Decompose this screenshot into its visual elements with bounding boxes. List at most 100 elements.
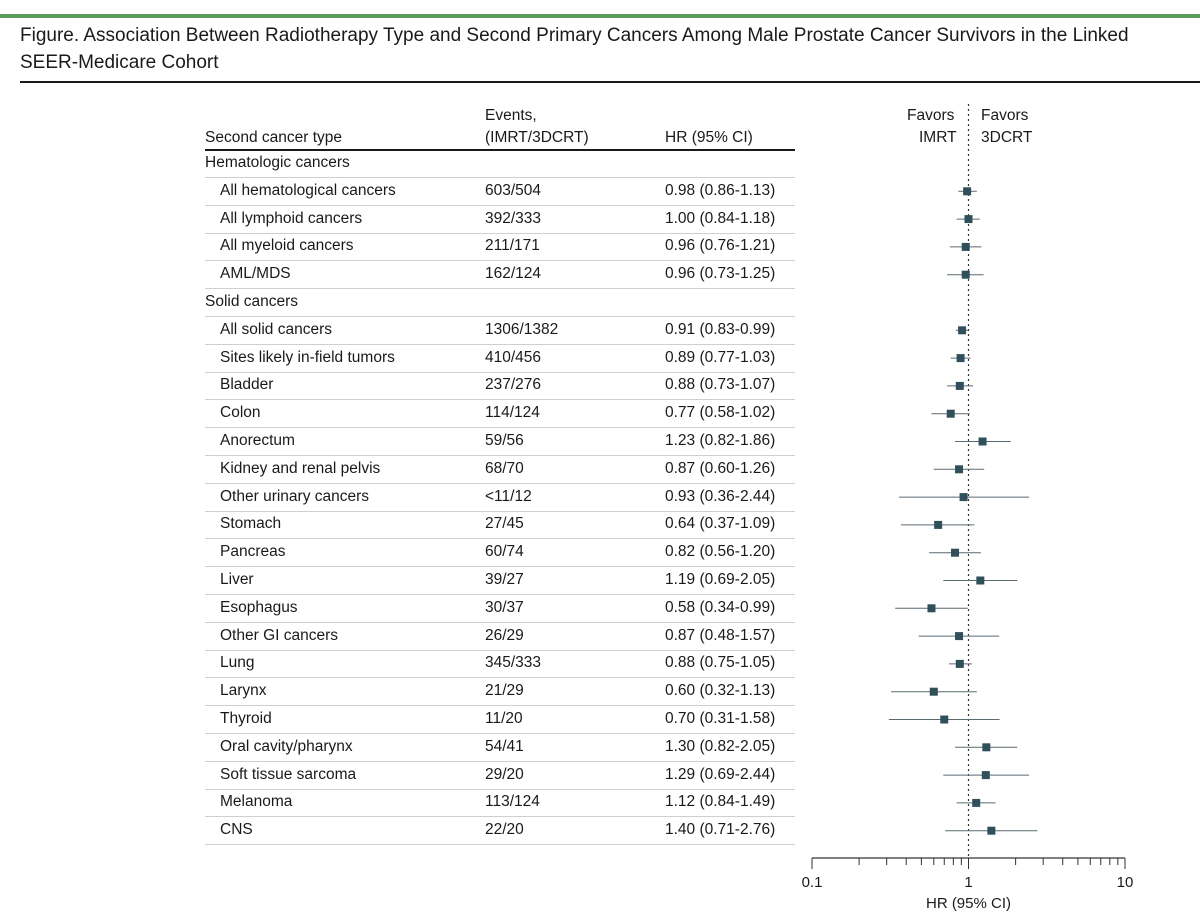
events-cell: 59/56 <box>485 432 524 449</box>
table-row: All lymphoid cancers 392/333 1.00 (0.84-1.… <box>205 206 795 234</box>
x-tick-label: 1 <box>964 874 972 891</box>
x-tick-label: 10 <box>1117 874 1134 891</box>
table-row: CNS 22/20 1.40 (0.71-2.76) <box>205 817 795 846</box>
favors-right-2: 3DCRT <box>981 129 1033 146</box>
hr-marker <box>982 743 991 752</box>
hr-cell: 0.87 (0.60-1.26) <box>665 459 776 477</box>
hr-cell: 0.60 (0.32-1.13) <box>665 682 776 700</box>
table-row: All myeloid cancers 211/171 0.96 (0.76-1.2… <box>205 233 795 262</box>
events-cell: 60/74 <box>485 543 524 561</box>
cancer-type-cell: CNS <box>220 821 253 839</box>
hr-marker <box>955 659 964 668</box>
cancer-type-cell: Kidney and renal pelvis <box>220 459 381 477</box>
table-row: All hematological cancers 603/504 0.98 (0.… <box>205 178 795 206</box>
events-cell: 211/171 <box>485 237 540 255</box>
hr-cell: 0.58 (0.34-0.99) <box>665 598 776 616</box>
table-row: Esophagus 30/37 0.58 (0.34-0.99) <box>205 595 795 623</box>
cancer-type-cell: Larynx <box>220 682 267 700</box>
hr-cell: 0.93 (0.36-2.44) <box>665 487 776 505</box>
col-header-events-1: Events, <box>485 107 537 124</box>
events-cell: 22/20 <box>485 821 524 839</box>
hr-marker <box>955 632 964 641</box>
cancer-type-cell: Esophagus <box>220 598 298 616</box>
hr-marker <box>963 187 972 196</box>
events-cell: 54/41 <box>485 737 524 755</box>
hr-marker <box>987 826 996 835</box>
hr-marker <box>940 715 949 724</box>
header-rule <box>205 149 795 151</box>
cancer-type-cell: All solid cancers <box>220 320 332 338</box>
events-cell: 345/333 <box>485 654 542 672</box>
table-row: Anorectum 59/56 1.23 (0.82-1.86) <box>205 428 795 456</box>
events-cell: 29/20 <box>485 765 524 783</box>
cancer-type-cell: Thyroid <box>220 710 272 727</box>
hr-cell: 0.91 (0.83-0.99) <box>665 320 776 338</box>
cancer-type-cell: Soft tissue sarcoma <box>220 765 357 783</box>
table-row: All solid cancers 1306/1382 0.91 (0.83-0.9… <box>205 317 795 345</box>
table-row: Thyroid 11/20 0.70 (0.31-1.58) <box>205 706 795 734</box>
cancer-type-cell: Oral cavity/pharynx <box>220 737 353 755</box>
title-rule <box>20 81 1200 83</box>
events-cell: 11/20 <box>485 710 523 727</box>
table-row: Stomach 27/45 0.64 (0.37-1.09) <box>205 511 795 540</box>
cancer-type-cell: Other GI cancers <box>220 626 339 644</box>
cancer-type-cell: Melanoma <box>220 793 293 811</box>
cancer-type-cell: All myeloid cancers <box>220 237 354 255</box>
hr-cell: 1.30 (0.82-2.05) <box>665 737 776 755</box>
events-cell: 39/27 <box>485 571 524 588</box>
hr-marker <box>956 354 965 363</box>
col-header-events-2: (IMRT/3DCRT) <box>485 129 589 146</box>
hr-cell: 1.19 (0.69-2.05) <box>665 571 776 588</box>
events-cell: 237/276 <box>485 376 542 394</box>
cancer-type-cell: AML/MDS <box>220 265 291 283</box>
hr-cell: 0.70 (0.31-1.58) <box>665 710 776 727</box>
table-row: Kidney and renal pelvis 68/70 0.87 (0.60-1… <box>205 456 795 484</box>
events-cell: 21/29 <box>485 682 524 700</box>
cancer-type-cell: All hematological cancers <box>220 181 396 199</box>
hr-cell: 0.96 (0.76-1.21) <box>665 237 776 255</box>
favors-left-1: Favors <box>907 107 955 124</box>
hr-cell: 0.64 (0.37-1.09) <box>665 515 776 533</box>
hr-cell: 1.00 (0.84-1.18) <box>665 209 776 227</box>
cancer-type-cell: Liver <box>220 571 254 588</box>
cancer-type-cell: Hematologic cancers <box>205 154 350 171</box>
table-row: Melanoma 113/124 1.12 (0.84-1.49) <box>205 789 795 818</box>
col-header-hr: HR (95% CI) <box>665 129 753 146</box>
hr-cell: 0.88 (0.73-1.07) <box>665 376 776 394</box>
hr-marker <box>972 798 981 807</box>
table-row: Colon 114/124 0.77 (0.58-1.02) <box>205 400 795 429</box>
table-row: Liver 39/27 1.19 (0.69-2.05) <box>205 567 795 595</box>
hr-cell: 0.89 (0.77-1.03) <box>665 348 776 366</box>
cancer-type-cell: Other urinary cancers <box>220 487 370 505</box>
events-cell: <11/12 <box>485 487 532 505</box>
cancer-type-cell: Pancreas <box>220 543 286 561</box>
events-cell: 603/504 <box>485 181 542 199</box>
hr-cell: 0.98 (0.86-1.13) <box>665 181 776 199</box>
hr-marker <box>978 437 987 446</box>
hr-marker <box>955 465 964 474</box>
favors-left-2: IMRT <box>919 129 957 146</box>
cancer-type-cell: Anorectum <box>220 432 295 449</box>
table-row: Bladder 237/276 0.88 (0.73-1.07) <box>205 372 795 401</box>
cancer-type-cell: Solid cancers <box>205 293 299 310</box>
cancer-type-cell: Stomach <box>220 515 282 533</box>
hr-cell: 0.87 (0.48-1.57) <box>665 626 776 644</box>
hr-marker <box>976 576 985 585</box>
events-cell: 27/45 <box>485 515 524 533</box>
x-axis-label: HR (95% CI) <box>926 895 1011 912</box>
table-row: Other GI cancers 26/29 0.87 (0.48-1.57) <box>205 623 795 651</box>
hr-cell: 1.12 (0.84-1.49) <box>665 793 776 811</box>
hr-marker <box>927 604 936 613</box>
hr-marker <box>961 242 970 251</box>
hr-cell: 1.23 (0.82-1.86) <box>665 432 776 449</box>
events-cell: 68/70 <box>485 459 524 477</box>
events-cell: 162/124 <box>485 265 542 283</box>
events-cell: 392/333 <box>485 209 542 227</box>
cancer-type-cell: Sites likely in-field tumors <box>220 348 395 366</box>
hr-marker <box>951 548 960 557</box>
favors-right-1: Favors <box>981 107 1029 124</box>
table-row: Lung 345/333 0.88 (0.75-1.05) <box>205 650 795 679</box>
table-row: Soft tissue sarcoma 29/20 1.29 (0.69-2.44) <box>205 762 795 790</box>
events-cell: 113/124 <box>485 793 540 811</box>
